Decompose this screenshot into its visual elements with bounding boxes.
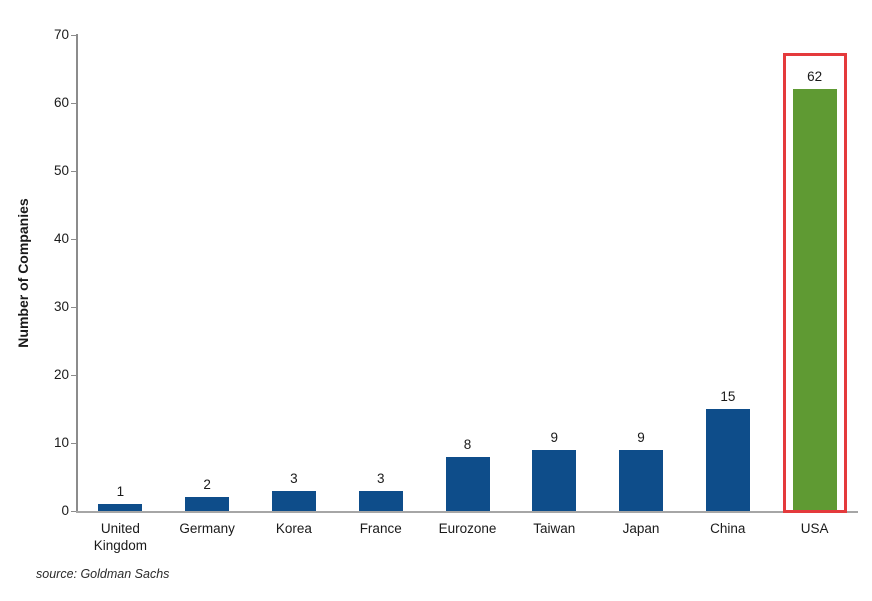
y-tick-mark xyxy=(71,510,76,512)
x-axis-line xyxy=(76,511,858,513)
bar-value-label: 2 xyxy=(203,477,211,493)
bar-value-label: 15 xyxy=(720,389,736,404)
y-tick-label: 40 xyxy=(53,231,69,246)
source-note: source: Goldman Sachs xyxy=(36,567,170,581)
bar-taiwan xyxy=(532,449,577,511)
y-tick-label: 50 xyxy=(53,163,69,178)
y-tick-mark xyxy=(71,306,76,308)
x-category-label: China xyxy=(710,521,746,536)
y-tick-label: 0 xyxy=(61,503,69,518)
bar-value-label: 3 xyxy=(290,470,298,486)
bar-value-label: 3 xyxy=(376,470,385,486)
bar-france xyxy=(358,490,403,511)
y-axis-line xyxy=(76,34,78,512)
x-category-label: France xyxy=(359,521,402,536)
y-tick-mark xyxy=(71,102,76,104)
bar-value-label: 62 xyxy=(807,69,823,85)
usa-highlight-box xyxy=(782,53,847,513)
bar-china xyxy=(705,409,750,511)
x-category-label: Germany xyxy=(179,521,235,536)
bar-value-label: 9 xyxy=(637,429,645,445)
y-tick-label: 20 xyxy=(53,367,69,382)
x-category-label: USA xyxy=(800,521,829,536)
x-category-label: Eurozone xyxy=(438,521,497,536)
y-tick-label: 60 xyxy=(53,95,69,110)
x-category-label: United Kingdom xyxy=(93,521,148,553)
y-tick-label: 10 xyxy=(53,435,69,450)
bar-value-label: 9 xyxy=(550,429,559,445)
bar-eurozone xyxy=(445,456,490,511)
bar-korea xyxy=(271,490,316,511)
y-tick-label: 70 xyxy=(53,27,69,42)
bar-value-label: 1 xyxy=(116,484,125,500)
bar-usa xyxy=(792,89,837,511)
bar-value-label: 8 xyxy=(463,436,472,452)
y-tick-mark xyxy=(71,238,76,240)
x-category-label: Korea xyxy=(275,521,312,536)
y-tick-mark xyxy=(71,442,76,444)
y-tick-mark xyxy=(71,170,76,172)
y-axis-title: Number of Companies xyxy=(15,198,31,348)
y-tick-label: 30 xyxy=(53,299,69,314)
x-category-label: Japan xyxy=(622,521,660,536)
x-category-label: Taiwan xyxy=(533,521,576,536)
bar-japan xyxy=(619,449,664,511)
bar-united-kingdom xyxy=(98,504,143,511)
y-tick-mark xyxy=(71,34,76,36)
bar-germany xyxy=(185,497,230,511)
y-tick-mark xyxy=(71,374,76,376)
